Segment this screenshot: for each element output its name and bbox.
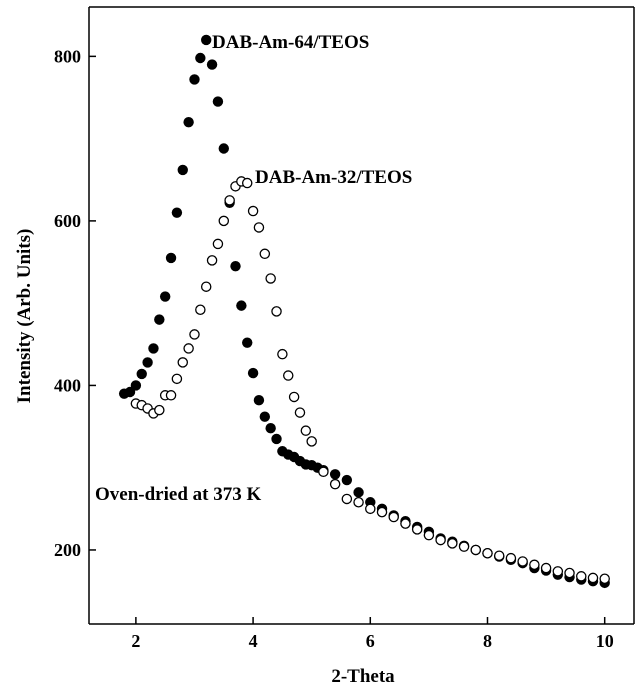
data-point-filled	[165, 252, 177, 264]
x-tick-label: 4	[249, 631, 258, 651]
data-point-open	[423, 529, 435, 541]
data-point-open	[212, 238, 224, 250]
x-tick-label: 2	[131, 631, 140, 651]
y-tick-label: 800	[54, 46, 81, 66]
data-point-filled	[259, 411, 271, 422]
data-point-filled	[212, 96, 224, 107]
x-tick-label: 8	[483, 631, 492, 651]
y-tick-label: 600	[54, 211, 81, 231]
data-point-open	[165, 390, 177, 401]
data-point-open	[576, 571, 587, 582]
data-point-open	[218, 215, 230, 227]
data-point-open	[540, 562, 552, 574]
data-point-open	[154, 404, 165, 416]
series-layer	[118, 34, 610, 589]
data-point-filled	[136, 368, 147, 380]
data-point-filled	[206, 59, 218, 70]
y-axis-ticks: 200 400 600 800	[54, 46, 96, 560]
data-point-open	[552, 566, 564, 577]
data-point-open	[458, 541, 470, 552]
data-point-open	[329, 478, 341, 490]
data-point-open	[470, 544, 482, 556]
y-tick-label: 400	[54, 375, 81, 395]
data-point-filled	[195, 52, 206, 64]
data-point-filled	[154, 314, 165, 325]
data-point-filled	[177, 164, 188, 176]
data-point-open	[493, 550, 505, 561]
data-point-filled	[218, 143, 229, 154]
data-point-open	[529, 559, 540, 571]
data-point-open	[265, 273, 276, 284]
data-point-open	[282, 370, 294, 381]
data-point-open	[189, 329, 200, 340]
data-point-filled	[130, 380, 142, 391]
data-point-open	[171, 373, 183, 385]
data-point-filled	[353, 487, 364, 498]
data-point-filled	[341, 474, 353, 486]
data-point-open	[517, 556, 528, 567]
data-point-open	[200, 281, 212, 292]
data-point-filled	[171, 207, 183, 218]
x-tick-label: 6	[366, 631, 375, 651]
data-point-open	[294, 407, 306, 418]
data-point-open	[177, 357, 189, 368]
annotation-dab-am-32: DAB-Am-32/TEOS	[255, 167, 412, 188]
data-point-open	[505, 552, 517, 564]
data-point-open	[564, 567, 575, 579]
annotation-oven-dried: Oven-dried at 373 K	[95, 484, 261, 505]
data-point-open	[253, 222, 265, 233]
y-tick-label: 200	[54, 540, 81, 560]
data-point-open	[288, 391, 300, 403]
data-point-open	[388, 511, 399, 523]
data-point-open	[599, 573, 610, 585]
data-point-filled	[148, 343, 159, 354]
x-axis-label: 2-Theta	[331, 666, 395, 687]
data-point-filled	[329, 469, 341, 480]
data-point-open	[447, 538, 458, 549]
annotation-dab-am-64: DAB-Am-64/TEOS	[212, 32, 369, 53]
data-point-filled	[159, 291, 171, 302]
data-point-open	[271, 306, 282, 317]
data-point-open	[195, 304, 206, 315]
data-point-open	[224, 195, 235, 206]
data-point-filled	[247, 367, 259, 379]
data-point-filled	[142, 357, 153, 368]
data-point-open	[241, 177, 253, 189]
data-point-open	[206, 255, 218, 266]
data-point-open	[482, 548, 493, 559]
data-point-open	[435, 534, 446, 546]
data-point-open	[183, 343, 194, 354]
data-point-filled	[201, 34, 212, 46]
data-point-filled	[253, 395, 265, 406]
data-point-filled	[183, 116, 194, 128]
plot-frame	[88, 6, 635, 625]
data-point-open	[400, 518, 411, 529]
data-point-filled	[265, 423, 276, 434]
data-point-open	[411, 524, 423, 535]
data-point-open	[247, 205, 259, 217]
data-point-open	[365, 503, 376, 515]
data-point-open	[376, 506, 388, 518]
data-point-filled	[242, 337, 253, 348]
data-point-open	[341, 493, 353, 505]
data-point-open	[300, 425, 312, 436]
x-axis-ticks: 2 4 6 8 10	[131, 617, 614, 651]
data-point-open	[259, 248, 271, 260]
series-1	[130, 176, 610, 585]
data-point-open	[306, 436, 317, 447]
data-point-open	[277, 348, 288, 360]
data-point-filled	[189, 74, 200, 85]
data-point-filled	[271, 433, 282, 445]
data-point-open	[587, 572, 599, 584]
series-0	[118, 34, 610, 589]
data-point-filled	[230, 260, 241, 272]
x-tick-label: 10	[596, 631, 614, 651]
data-point-open	[353, 496, 364, 508]
data-point-open	[318, 466, 329, 478]
y-axis-label: Intensity (Arb. Units)	[14, 229, 35, 404]
data-point-filled	[236, 300, 247, 311]
